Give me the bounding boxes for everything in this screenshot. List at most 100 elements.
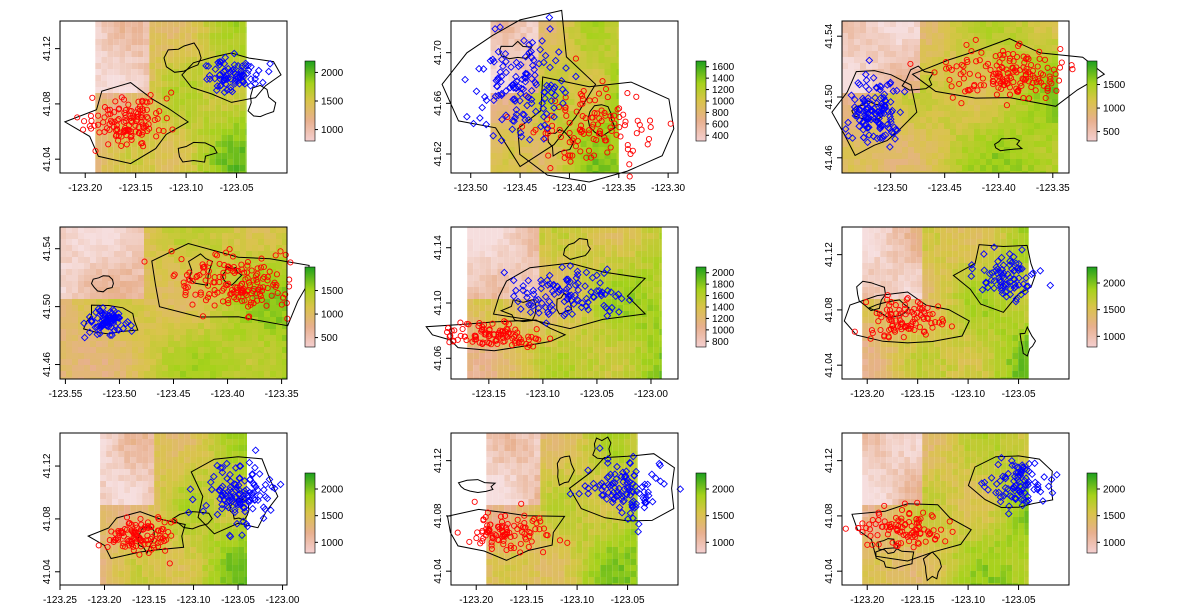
raster-cell [556, 69, 563, 75]
raster-cell [228, 317, 234, 323]
raster-cell [496, 159, 503, 165]
raster-cell [502, 165, 509, 171]
data-point [197, 289, 204, 296]
raster-cell [233, 27, 240, 33]
raster-cell [908, 63, 914, 69]
raster-cell [276, 371, 282, 377]
raster-cell [980, 93, 986, 99]
data-point [250, 300, 257, 307]
data-point [226, 246, 233, 253]
raster-cell [132, 305, 138, 311]
raster-cell [119, 63, 126, 69]
raster-cell [491, 251, 498, 257]
data-point [987, 66, 994, 73]
raster-cell [610, 147, 617, 153]
raster-cell [521, 305, 528, 311]
raster-cell [556, 75, 563, 81]
raster-cell [509, 227, 516, 233]
raster-cell [215, 147, 222, 153]
raster-cell [72, 251, 78, 257]
raster-cell [143, 165, 150, 171]
raster-cell [538, 117, 545, 123]
raster-cell [137, 27, 144, 33]
legend-tick-label: 1600 [712, 62, 735, 73]
raster-cell [926, 51, 932, 57]
raster-cell [203, 135, 210, 141]
raster-cell [239, 51, 246, 57]
raster-cell [568, 81, 575, 87]
raster-cell [509, 269, 516, 275]
raster-cell [938, 159, 944, 165]
raster-cell [974, 105, 980, 111]
raster-cell [545, 287, 552, 293]
raster-cell [467, 317, 474, 323]
data-point [128, 119, 136, 126]
raster-cell [611, 317, 618, 323]
raster-cell [239, 165, 246, 171]
raster-cell [167, 33, 174, 39]
data-point [98, 320, 106, 329]
raster-cell [920, 45, 926, 51]
raster-cell [467, 293, 474, 299]
raster-cell [192, 227, 198, 233]
raster-cell [96, 299, 102, 305]
data-point [958, 100, 965, 107]
raster-cell [216, 371, 222, 377]
raster-cell [126, 341, 132, 347]
raster-cell [102, 299, 108, 305]
raster-cell [1016, 135, 1022, 141]
raster-cell [198, 305, 204, 311]
data-point [124, 126, 131, 133]
raster-cell [185, 45, 192, 51]
raster-cell [60, 251, 66, 257]
raster-cell [108, 293, 114, 299]
raster-cell [264, 239, 270, 245]
raster-cell [155, 117, 162, 123]
raster-cell [1016, 129, 1022, 135]
raster-cell [581, 317, 588, 323]
raster-cell [162, 281, 168, 287]
raster-cell [180, 233, 186, 239]
raster-cell [1040, 57, 1046, 63]
raster-cell [173, 33, 180, 39]
raster-cell [641, 245, 648, 251]
raster-cell [544, 57, 551, 63]
raster-cell [137, 63, 144, 69]
data-point [1023, 55, 1030, 62]
raster-cell [653, 263, 660, 269]
raster-cell [131, 159, 138, 165]
raster-cell [191, 45, 198, 51]
raster-cell [204, 305, 210, 311]
raster-cell [167, 153, 174, 159]
raster-cell [149, 21, 156, 27]
raster-cell [209, 141, 216, 147]
raster-cell [1046, 129, 1052, 135]
raster-cell [191, 21, 198, 27]
raster-cell [1034, 81, 1040, 87]
raster-cell [101, 57, 108, 63]
raster-cell [60, 359, 66, 365]
raster-cell [503, 245, 510, 251]
raster-cell [131, 153, 138, 159]
raster-cell [114, 323, 120, 329]
raster-cell [944, 117, 950, 123]
raster-cell [974, 117, 980, 123]
data-point [247, 75, 255, 83]
raster-cell [239, 27, 246, 33]
data-point [538, 37, 546, 45]
raster-cell [96, 341, 102, 347]
raster-cell [598, 69, 605, 75]
raster-cell [532, 141, 539, 147]
data-point [213, 252, 221, 259]
data-point [144, 115, 152, 122]
raster-cell [467, 299, 474, 305]
raster-cell [938, 57, 944, 63]
raster-cell [502, 87, 509, 93]
raster-cell [539, 257, 546, 263]
raster-cell [155, 159, 162, 165]
raster-cell [593, 239, 600, 245]
raster-cell [156, 251, 162, 257]
raster-cell [234, 347, 240, 353]
raster-cell [598, 147, 605, 153]
raster-cell [551, 227, 558, 233]
